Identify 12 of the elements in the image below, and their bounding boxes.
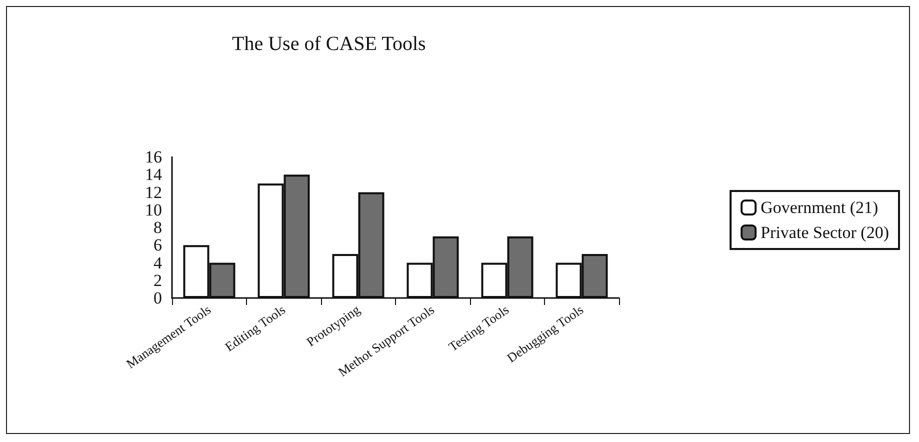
y-tick-label: 16 xyxy=(145,148,162,166)
y-tick-label: 10 xyxy=(145,200,162,220)
y-tick-label: 4 xyxy=(154,253,162,272)
y-tick-label: 2 xyxy=(154,270,162,290)
legend-label: Private Sector (20) xyxy=(760,223,889,242)
chart-title: The Use of CASE Tools xyxy=(232,33,426,55)
y-tick-label: 6 xyxy=(154,236,162,255)
y-tick-label: 0 xyxy=(154,288,162,308)
y-tick-label: 12 xyxy=(145,182,162,202)
y-tick-label: 14 xyxy=(145,165,162,184)
legend-label: Government (21) xyxy=(760,198,878,217)
y-tick-label: 8 xyxy=(154,218,162,237)
